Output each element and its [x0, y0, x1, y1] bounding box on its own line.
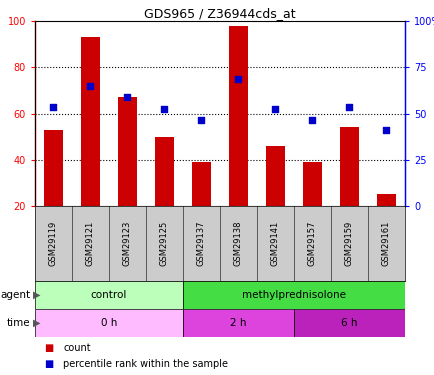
- Title: GDS965 / Z36944cds_at: GDS965 / Z36944cds_at: [144, 7, 295, 20]
- Text: time: time: [7, 318, 30, 328]
- Bar: [81, 37, 99, 206]
- Text: GSM29159: GSM29159: [344, 221, 353, 266]
- Text: GSM29137: GSM29137: [197, 221, 206, 266]
- Text: GSM29157: GSM29157: [307, 221, 316, 266]
- Text: GSM29138: GSM29138: [233, 221, 243, 266]
- Bar: [118, 98, 136, 206]
- Bar: [35, 309, 183, 337]
- Text: ■: ■: [43, 359, 53, 369]
- Text: count: count: [63, 343, 91, 352]
- Text: control: control: [91, 290, 127, 300]
- Bar: [183, 309, 293, 337]
- Text: GSM29119: GSM29119: [49, 221, 58, 266]
- Text: GSM29141: GSM29141: [270, 221, 279, 266]
- Point: [271, 106, 278, 112]
- Bar: [183, 281, 404, 309]
- Point: [234, 76, 241, 82]
- Point: [345, 104, 352, 110]
- Bar: [376, 194, 395, 206]
- Bar: [192, 162, 210, 206]
- Point: [197, 117, 204, 123]
- Text: ▶: ▶: [33, 318, 40, 328]
- Text: 0 h: 0 h: [101, 318, 117, 328]
- Text: agent: agent: [0, 290, 30, 300]
- Text: 6 h: 6 h: [340, 318, 357, 328]
- Point: [308, 117, 315, 123]
- Bar: [35, 281, 183, 309]
- Bar: [302, 162, 321, 206]
- Point: [87, 83, 94, 89]
- Text: percentile rank within the sample: percentile rank within the sample: [63, 359, 228, 369]
- Text: methylprednisolone: methylprednisolone: [241, 290, 345, 300]
- Text: GSM29121: GSM29121: [86, 221, 95, 266]
- Point: [50, 104, 57, 110]
- Point: [382, 127, 389, 133]
- Bar: [155, 136, 173, 206]
- Text: GSM29123: GSM29123: [123, 221, 132, 266]
- Text: ■: ■: [43, 343, 53, 352]
- Text: GSM29125: GSM29125: [160, 221, 169, 266]
- Bar: [44, 130, 62, 206]
- Text: GSM29161: GSM29161: [381, 221, 390, 266]
- Bar: [229, 26, 247, 206]
- Point: [124, 94, 131, 100]
- Text: 2 h: 2 h: [230, 318, 246, 328]
- Bar: [339, 128, 358, 206]
- Bar: [266, 146, 284, 206]
- Text: ▶: ▶: [33, 290, 40, 300]
- Point: [161, 106, 168, 112]
- Bar: [293, 309, 404, 337]
